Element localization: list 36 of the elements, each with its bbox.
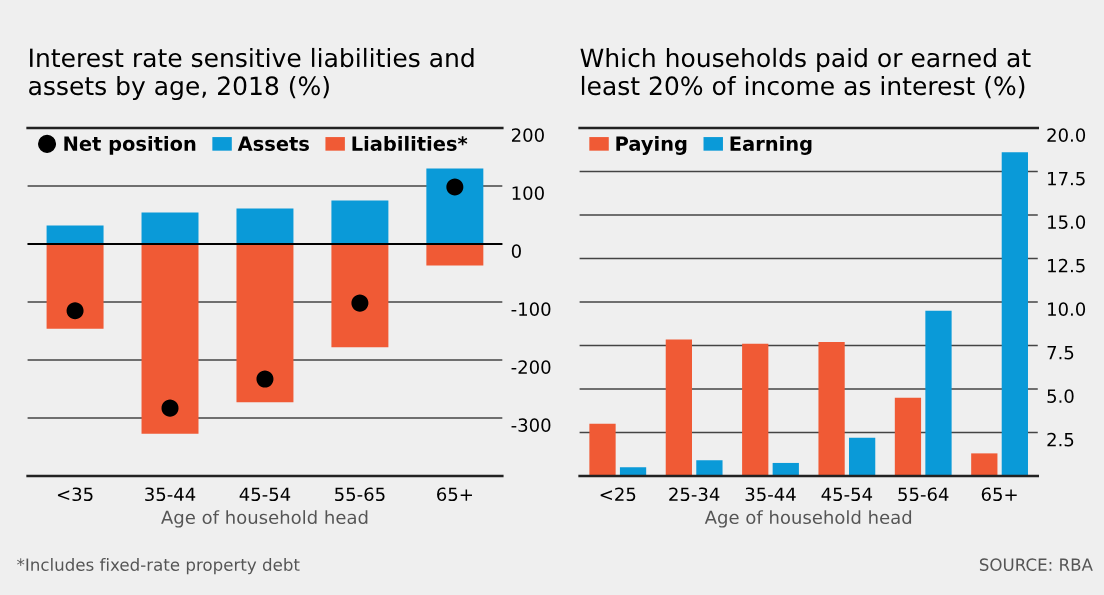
- legend-label: Earning: [730, 135, 812, 155]
- y-tick-label: 12.5: [1048, 258, 1085, 273]
- x-tick-label: 45-54: [239, 487, 291, 502]
- y-tick-label: 7.5: [1047, 346, 1074, 360]
- y-tick-label: 0: [511, 244, 521, 258]
- x-tick-label: 45-54: [821, 487, 873, 502]
- y-tick-label: 2.5: [1047, 432, 1074, 447]
- legend-label: Liabilities*: [352, 135, 468, 151]
- x-tick-label: <25: [600, 487, 636, 502]
- x-tick-label: <35: [57, 487, 93, 502]
- y-tick-label: 17.5: [1048, 171, 1085, 186]
- legend-label: Net position: [64, 135, 196, 155]
- y-tick-label: 20.0: [1047, 128, 1086, 142]
- chart-title: Interest rate sensitive liabilities and assets by age, 2018 (%): [29, 47, 474, 101]
- y-tick-label: 200: [511, 128, 544, 142]
- text: *Includes fixed-rate property debt: [17, 558, 300, 575]
- y-tick-label: -300: [511, 418, 551, 432]
- x-tick-label: 55-64: [898, 487, 949, 502]
- x-axis-title: Age of household head: [161, 510, 368, 528]
- legend-label: Assets: [237, 136, 309, 151]
- x-axis-title: Age of household head: [704, 510, 912, 528]
- source-note: SOURCE: RBA: [979, 558, 1093, 571]
- y-tick-label: -200: [511, 360, 551, 374]
- x-tick-label: 65+: [437, 487, 472, 502]
- y-tick-label: -100: [511, 302, 551, 316]
- x-tick-label: 65+: [981, 487, 1017, 502]
- y-tick-label: 10.0: [1048, 302, 1086, 316]
- x-tick-label: 25-34: [669, 487, 720, 502]
- y-tick-label: 15.0: [1048, 215, 1086, 229]
- y-tick-label: 100: [512, 186, 544, 200]
- x-tick-label: 55-65: [335, 487, 385, 502]
- x-tick-label: 35-44: [145, 487, 196, 502]
- x-tick-label: 35-44: [745, 487, 796, 502]
- chart-title: Which households paid or earned at least 20% of income as interest (%): [580, 47, 1031, 99]
- y-tick-label: 5.0: [1047, 389, 1074, 403]
- legend-label: Paying: [616, 135, 687, 155]
